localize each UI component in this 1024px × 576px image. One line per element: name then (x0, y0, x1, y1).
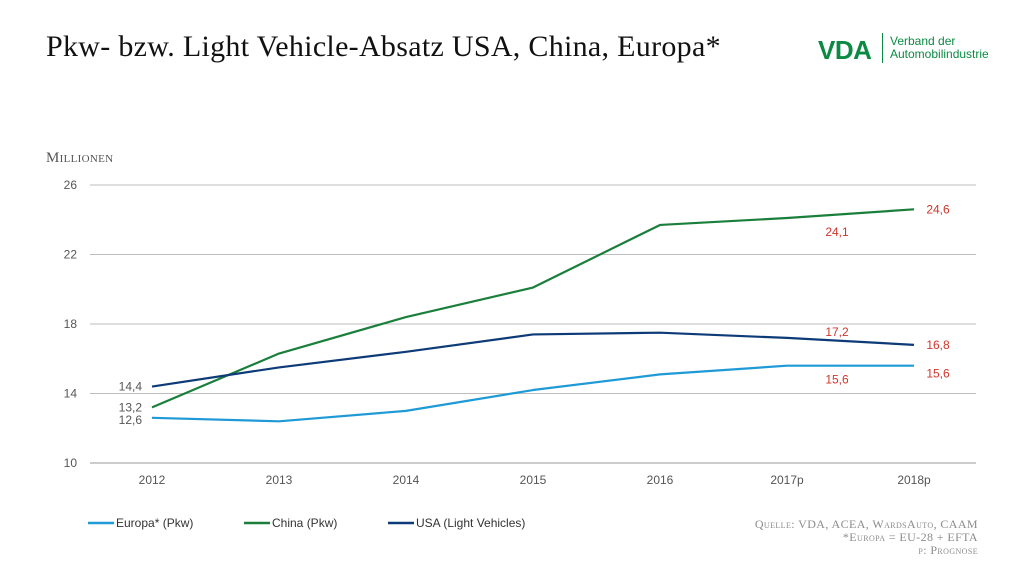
legend-label-usa-light-vehicles: USA (Light Vehicles) (416, 516, 525, 530)
data-label: 24,1 (825, 225, 849, 239)
legend-label-china-pkw: China (Pkw) (272, 516, 337, 530)
source-note: Quelle: VDA, ACEA, WardsAuto, CAAM *Euro… (755, 518, 978, 557)
logo-text: Verband der Automobilindustrie (890, 35, 989, 61)
data-label: 13,2 (119, 400, 143, 414)
y-tick-label: 26 (64, 178, 78, 192)
source-line-3: p: Prognose (918, 543, 978, 557)
unit-label: Millionen (46, 150, 114, 166)
series-line-europa-pkw (151, 364, 914, 423)
data-label: 24,6 (926, 202, 950, 216)
data-label: 15,6 (825, 373, 849, 387)
data-label: 15,6 (926, 367, 950, 381)
x-tick-label: 2016 (647, 473, 674, 487)
logo-divider (882, 33, 883, 63)
x-tick-label: 2014 (393, 473, 420, 487)
y-tick-label: 14 (64, 387, 78, 401)
y-tick-label: 18 (64, 317, 78, 331)
x-tick-label: 2013 (266, 473, 293, 487)
legend-label-europa-pkw: Europa* (Pkw) (116, 516, 193, 530)
x-tick-label: 2018p (897, 473, 931, 487)
source-line-2: *Europa = EU-28 + EFTA (842, 530, 978, 544)
y-tick-label: 22 (64, 248, 78, 262)
x-tick-label: 2017p (770, 473, 804, 487)
data-label: 14,4 (119, 380, 143, 394)
x-tick-label: 2012 (139, 473, 166, 487)
logo-line-1: Verband der (890, 34, 956, 48)
series-line-usa-light-vehicles (151, 331, 915, 388)
source-line-1: Quelle: VDA, ACEA, WardsAuto, CAAM (754, 517, 978, 531)
logo-line-2: Automobilindustrie (890, 47, 989, 61)
x-tick-label: 2015 (520, 473, 547, 487)
series-line-china-pkw (151, 208, 915, 409)
page-title: Pkw- bzw. Light Vehicle-Absatz USA, Chin… (46, 30, 721, 63)
data-label: 17,2 (825, 325, 849, 339)
data-label: 16,8 (926, 338, 950, 352)
y-tick-label: 10 (64, 456, 78, 470)
logo-mark: VDA (818, 35, 872, 65)
data-label: 12,6 (119, 413, 143, 427)
